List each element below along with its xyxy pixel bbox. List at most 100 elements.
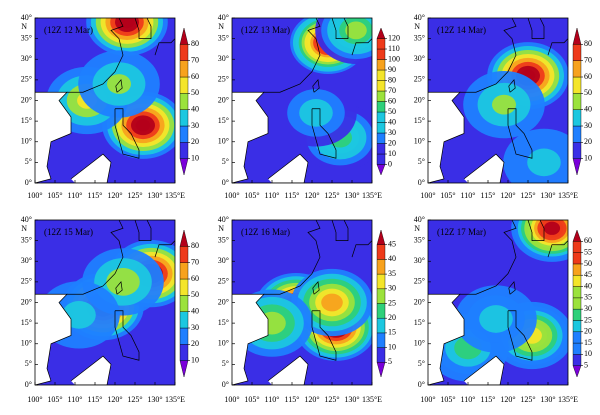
lat-tick-label: 30° xyxy=(21,256,32,265)
lat-tick-label: 25° xyxy=(414,277,425,286)
colorbar-tick-label: 30 xyxy=(388,284,396,293)
lat-tick-label: 30° xyxy=(21,54,32,63)
lat-tick-label: 25° xyxy=(21,277,32,286)
lon-tick-label: 135°E xyxy=(558,395,578,404)
coastline xyxy=(115,79,123,93)
lon-tick-label: 120° xyxy=(107,191,122,200)
lat-tick-label: 20° xyxy=(218,95,229,104)
lat-tick-label: 25° xyxy=(21,75,32,84)
colorbar-band xyxy=(179,344,189,361)
colorbar-band xyxy=(179,229,189,247)
colorbar-band xyxy=(376,153,386,165)
colorbar-band xyxy=(572,241,582,253)
coastline xyxy=(70,355,112,385)
lat-unit: N xyxy=(21,224,27,233)
colorbar-band xyxy=(179,60,189,78)
colorbar-band xyxy=(376,59,386,71)
colorbar-tick-label: 60 xyxy=(191,72,199,81)
lon-tick-label: 130° xyxy=(344,191,359,200)
lat-tick-label: 15° xyxy=(21,318,32,327)
colorbar-band xyxy=(572,320,582,332)
colorbar-tick-label: 40 xyxy=(584,281,592,290)
colorbar-band xyxy=(572,229,582,242)
colorbar-band xyxy=(572,93,582,110)
colorbar-band xyxy=(179,142,189,159)
lat-tick-label: 25° xyxy=(414,75,425,84)
lon-tick-label: 125° xyxy=(324,395,339,404)
coastline xyxy=(154,38,175,56)
lat-tick-label: 40° xyxy=(218,215,229,224)
lon-tick-label: 100° xyxy=(224,395,239,404)
colorbar-tick-label: 45 xyxy=(388,240,396,249)
colorbar-band xyxy=(376,244,386,260)
lon-tick-label: 125° xyxy=(127,191,142,200)
lat-tick-label: 20° xyxy=(21,95,32,104)
contour-blob xyxy=(492,94,516,115)
coastline xyxy=(312,281,320,295)
lon-tick-label: 120° xyxy=(304,395,319,404)
colorbar-tick-label: 40 xyxy=(191,104,199,113)
colorbar-tick-label: 60 xyxy=(191,274,199,283)
colorbar-band xyxy=(572,44,582,61)
colorbar-tick-label: 30 xyxy=(584,121,592,130)
colorbar-band xyxy=(376,143,386,155)
colorbar-tick-label: 40 xyxy=(191,306,199,315)
coastline xyxy=(35,293,72,385)
contour-blob xyxy=(119,18,135,29)
lat-tick-label: 10° xyxy=(414,137,425,146)
colorbar-band xyxy=(572,60,582,78)
lat-tick-label: 5° xyxy=(222,157,229,166)
lat-unit: N xyxy=(218,22,224,31)
lon-tick-label: 125° xyxy=(127,395,142,404)
lon-tick-label: 105° xyxy=(244,191,259,200)
colorbar-band xyxy=(179,327,189,345)
contour-blob xyxy=(321,293,343,312)
lon-tick-label: 100° xyxy=(27,395,42,404)
colorbar-band xyxy=(376,303,386,319)
coastline xyxy=(264,18,321,93)
coastline xyxy=(311,108,337,159)
colorbar-band xyxy=(179,158,189,176)
colorbar-band xyxy=(179,360,189,378)
lon-tick-label: 105° xyxy=(440,191,455,200)
lat-tick-label: 10° xyxy=(218,137,229,146)
colorbar-tick-label: 70 xyxy=(584,55,592,64)
coastline xyxy=(331,18,349,39)
colorbar-band xyxy=(572,27,582,45)
lon-tick-label: 125° xyxy=(324,191,339,200)
colorbar-tick-label: 15 xyxy=(584,338,592,347)
lat-tick-label: 40° xyxy=(218,13,229,22)
coastline xyxy=(311,310,337,361)
coastline xyxy=(134,18,152,39)
colorbar-band xyxy=(376,111,386,123)
lat-tick-label: 15° xyxy=(21,116,32,125)
colorbar-tick-label: 40 xyxy=(584,104,592,113)
colorbar-tick-label: 5 xyxy=(584,361,588,370)
coastline xyxy=(508,79,516,93)
colorbar-tick-label: 70 xyxy=(388,86,396,95)
lon-tick-label: 110° xyxy=(68,395,83,404)
coastline xyxy=(351,240,372,258)
lon-tick-label: 115° xyxy=(481,395,496,404)
colorbar: 5 10 15 20 25 30 35 40 45 50 55 60 xyxy=(572,229,592,378)
coastline xyxy=(267,153,309,183)
panel-label: (12Z 17 Mar) xyxy=(437,227,486,237)
contour-blob xyxy=(107,74,131,94)
lat-unit: N xyxy=(218,224,224,233)
coastline xyxy=(35,91,72,183)
colorbar-band xyxy=(376,164,386,176)
lon-tick-label: 105° xyxy=(440,395,455,404)
colorbar-band xyxy=(376,132,386,144)
coastline xyxy=(312,79,320,93)
colorbar-band xyxy=(179,93,189,110)
lon-tick-label: 100° xyxy=(27,191,42,200)
colorbar-tick-label: 20 xyxy=(191,137,199,146)
coastline xyxy=(232,293,269,385)
colorbar-tick-label: 20 xyxy=(388,138,396,147)
colorbar-tick-label: 10 xyxy=(191,153,199,162)
lon-tick-label: 100° xyxy=(420,395,435,404)
colorbar-tick-label: 30 xyxy=(191,121,199,130)
lon-tick-label: 130° xyxy=(147,191,162,200)
coastline xyxy=(428,91,465,183)
